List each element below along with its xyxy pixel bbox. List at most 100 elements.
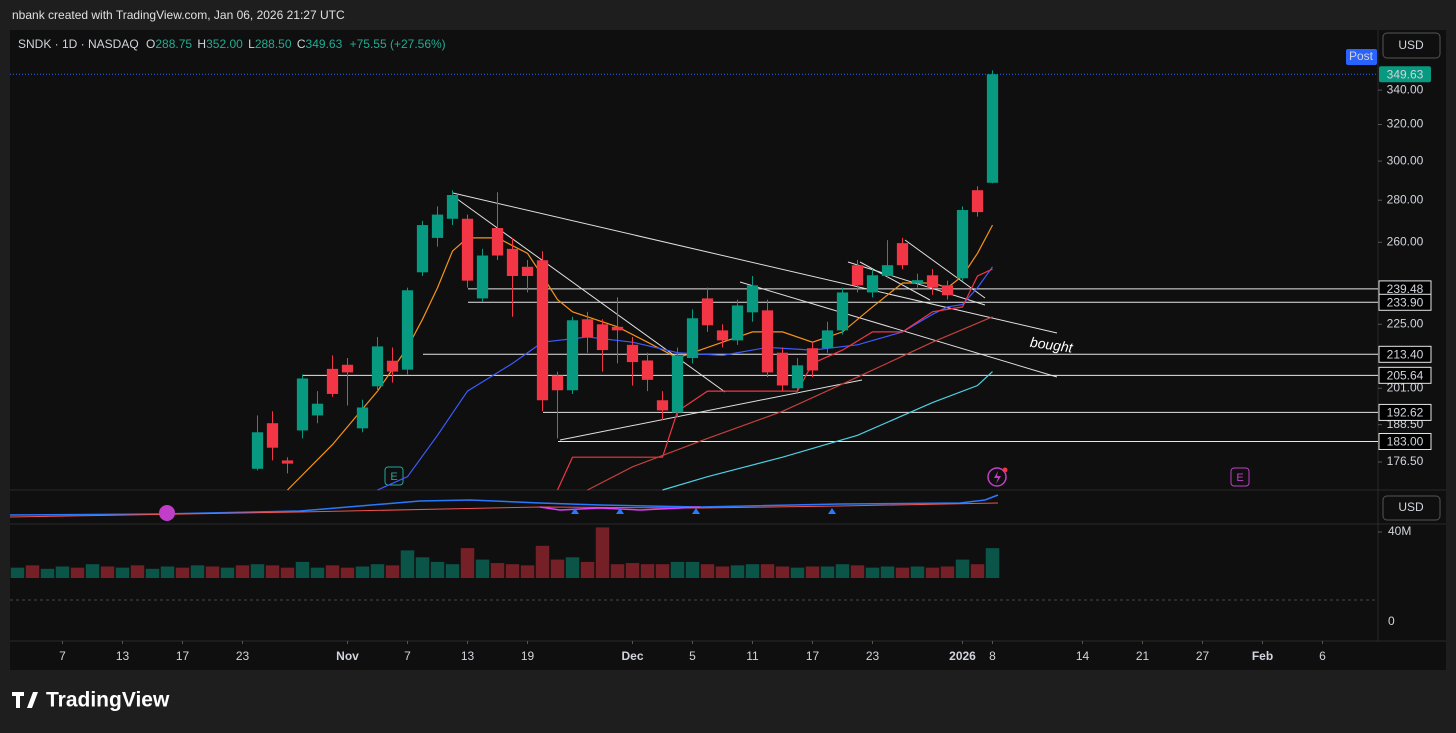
x-tick-label: Dec <box>621 649 643 663</box>
level-label: 183.00 <box>1387 435 1424 449</box>
candle-body <box>851 265 864 286</box>
candle-body <box>671 355 684 413</box>
candle-body <box>731 305 744 341</box>
earnings-icon[interactable] <box>384 466 404 486</box>
volume-bar <box>610 564 625 578</box>
level-label-box <box>1378 403 1432 421</box>
earnings-icon[interactable] <box>1230 467 1250 487</box>
volume-bar <box>910 566 925 578</box>
level-label: 192.62 <box>1387 406 1424 420</box>
x-tick-label: 13 <box>461 649 475 663</box>
volume-bar <box>115 567 130 578</box>
candle-body <box>701 298 714 326</box>
volume-bar <box>880 566 895 578</box>
currency-button[interactable] <box>1382 32 1441 59</box>
level-label: 233.90 <box>1387 295 1424 309</box>
ma-line <box>556 268 993 491</box>
y-tick-label: 280.00 <box>1387 192 1424 206</box>
candle-body <box>401 290 414 370</box>
x-tick-label: 17 <box>176 649 190 663</box>
candle-body <box>551 375 564 391</box>
volume-bar <box>940 566 955 578</box>
x-tick-label: 11 <box>746 649 759 663</box>
volume-bar <box>790 567 805 578</box>
candle-body <box>311 403 324 416</box>
level-label-box <box>1378 366 1432 384</box>
y-tick-label: 340.00 <box>1387 82 1424 96</box>
x-tick-label: 17 <box>806 649 820 663</box>
volume-bar <box>385 565 400 578</box>
currency-button[interactable] <box>1382 495 1441 521</box>
event-dot <box>1002 467 1008 473</box>
volume-bar <box>745 564 760 578</box>
x-tick-label: 27 <box>1196 649 1210 663</box>
ma-line <box>287 224 994 491</box>
x-tick-label: 7 <box>404 649 411 663</box>
last-price-label: 349.63 <box>1387 67 1424 81</box>
volume-bar <box>850 565 865 578</box>
volume-bar <box>925 567 940 578</box>
candle-body <box>626 344 639 363</box>
volume-bar <box>415 557 430 578</box>
x-tick-label: Nov <box>336 649 359 663</box>
y-tick-label: 300.00 <box>1387 153 1424 167</box>
candle-body <box>281 460 294 464</box>
candle-body <box>326 368 339 394</box>
candle-body <box>971 190 984 213</box>
volume-bar <box>505 564 520 578</box>
level-label-box <box>1378 432 1432 450</box>
candle-body <box>686 318 699 359</box>
event-icon[interactable] <box>987 467 1007 487</box>
volume-bar <box>310 567 325 578</box>
volume-bar <box>70 567 85 578</box>
candle-body <box>806 348 819 371</box>
candle-body <box>476 255 489 299</box>
volume-bar <box>280 567 295 578</box>
candle-body <box>896 243 909 266</box>
event-icon-glyph <box>994 471 1001 484</box>
volume-bar <box>235 565 250 578</box>
currency: USD <box>1398 38 1424 52</box>
volume-bar <box>985 548 1000 578</box>
y-tick-label: 176.50 <box>1387 454 1424 468</box>
volume-bar <box>820 566 835 578</box>
level-label-box <box>1378 293 1432 311</box>
y-tick-label: 260.00 <box>1387 234 1424 248</box>
x-tick-label: 7 <box>59 649 66 663</box>
h-label: H <box>197 37 206 51</box>
x-tick-label: 23 <box>866 649 880 663</box>
volume-bar <box>550 559 565 578</box>
candle-body <box>776 352 789 386</box>
volume-bar <box>100 566 115 578</box>
volume-bar <box>460 548 475 578</box>
indicator-line <box>9 502 999 518</box>
candle-body <box>761 310 774 373</box>
last-price-box <box>1379 66 1431 83</box>
candle-body <box>461 218 474 281</box>
volume-bar <box>10 567 25 578</box>
candle-body <box>716 330 729 341</box>
x-tick-label: Feb <box>1252 649 1273 663</box>
volume-bar <box>685 561 700 578</box>
lower-pane-tick: 0 <box>1388 614 1395 628</box>
candle-body <box>266 423 279 448</box>
candle-body <box>521 266 534 276</box>
volume-bar <box>625 563 640 578</box>
candle-body <box>926 275 939 288</box>
candle-body <box>296 378 309 431</box>
ma-line <box>377 266 993 491</box>
attribution: nbank created with TradingView.com, Jan … <box>12 8 345 22</box>
x-tick-label: 2026 <box>949 649 976 663</box>
level-label: 213.40 <box>1387 347 1424 361</box>
volume-bar <box>715 566 730 578</box>
ma-line <box>587 316 993 491</box>
volume-bar <box>580 561 595 578</box>
candle-body <box>881 265 894 276</box>
x-tick-label: 14 <box>1076 649 1090 663</box>
candle-body <box>506 248 519 276</box>
volume-bar <box>370 564 385 578</box>
ohlc-legend: SNDK · 1D · NASDAQ O288.75 H352.00 L288.… <box>18 37 446 51</box>
level-label: 205.64 <box>1387 368 1424 382</box>
volume-bar <box>595 527 610 578</box>
